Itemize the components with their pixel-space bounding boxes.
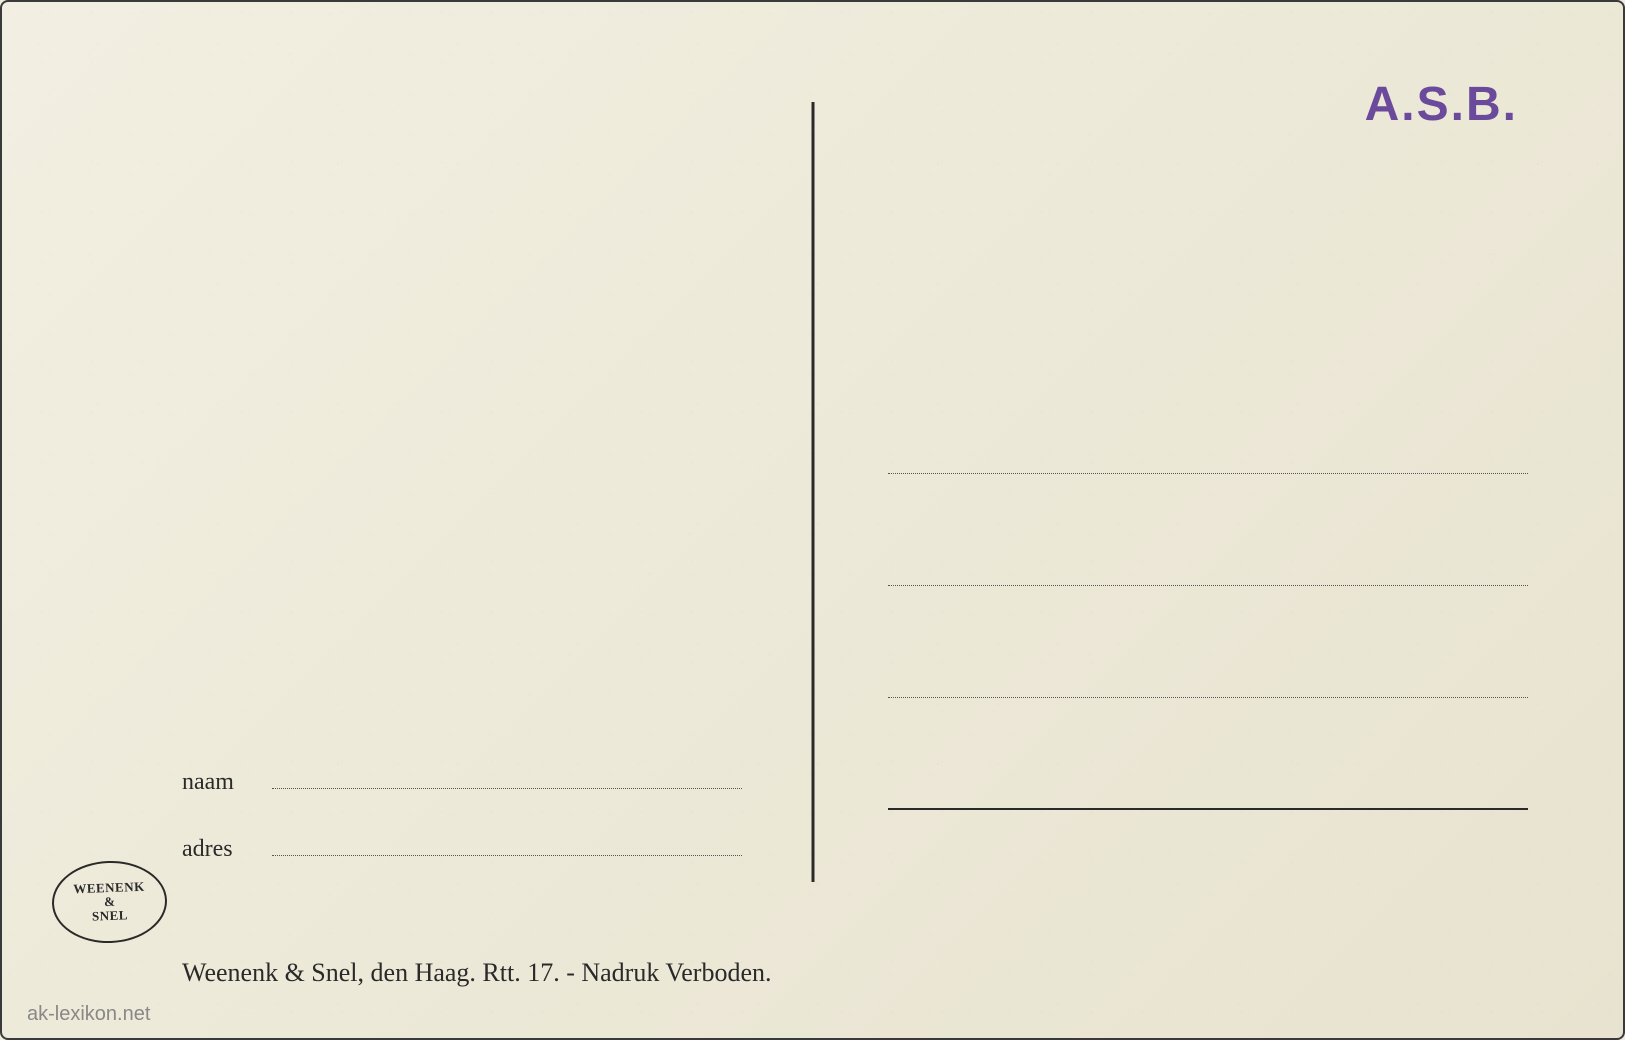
publisher-logo: WEENENK & SNEL: [52, 861, 167, 943]
address-section: [888, 472, 1528, 810]
naam-field-row: naam: [182, 769, 742, 796]
watermark-text: ak-lexikon.net: [27, 1003, 150, 1026]
center-divider-line: [811, 102, 814, 882]
adres-line: [272, 854, 742, 856]
sender-fields: naam adres: [182, 769, 742, 903]
adres-label: adres: [182, 836, 252, 863]
adres-field-row: adres: [182, 836, 742, 863]
stamp-mark: A.S.B.: [1365, 77, 1518, 132]
address-line-4: [888, 808, 1528, 810]
address-line-2: [888, 584, 1528, 586]
logo-oval: WEENENK & SNEL: [51, 859, 169, 945]
naam-line: [272, 787, 742, 789]
address-line-3: [888, 696, 1528, 698]
naam-label: naam: [182, 769, 252, 796]
logo-text-bottom: SNEL: [92, 909, 128, 925]
postcard-back: A.S.B. naam adres WEENENK & SNEL Weenenk…: [0, 0, 1625, 1040]
publisher-text: Weenenk & Snel, den Haag. Rtt. 17. - Nad…: [182, 958, 772, 988]
address-line-1: [888, 472, 1528, 474]
